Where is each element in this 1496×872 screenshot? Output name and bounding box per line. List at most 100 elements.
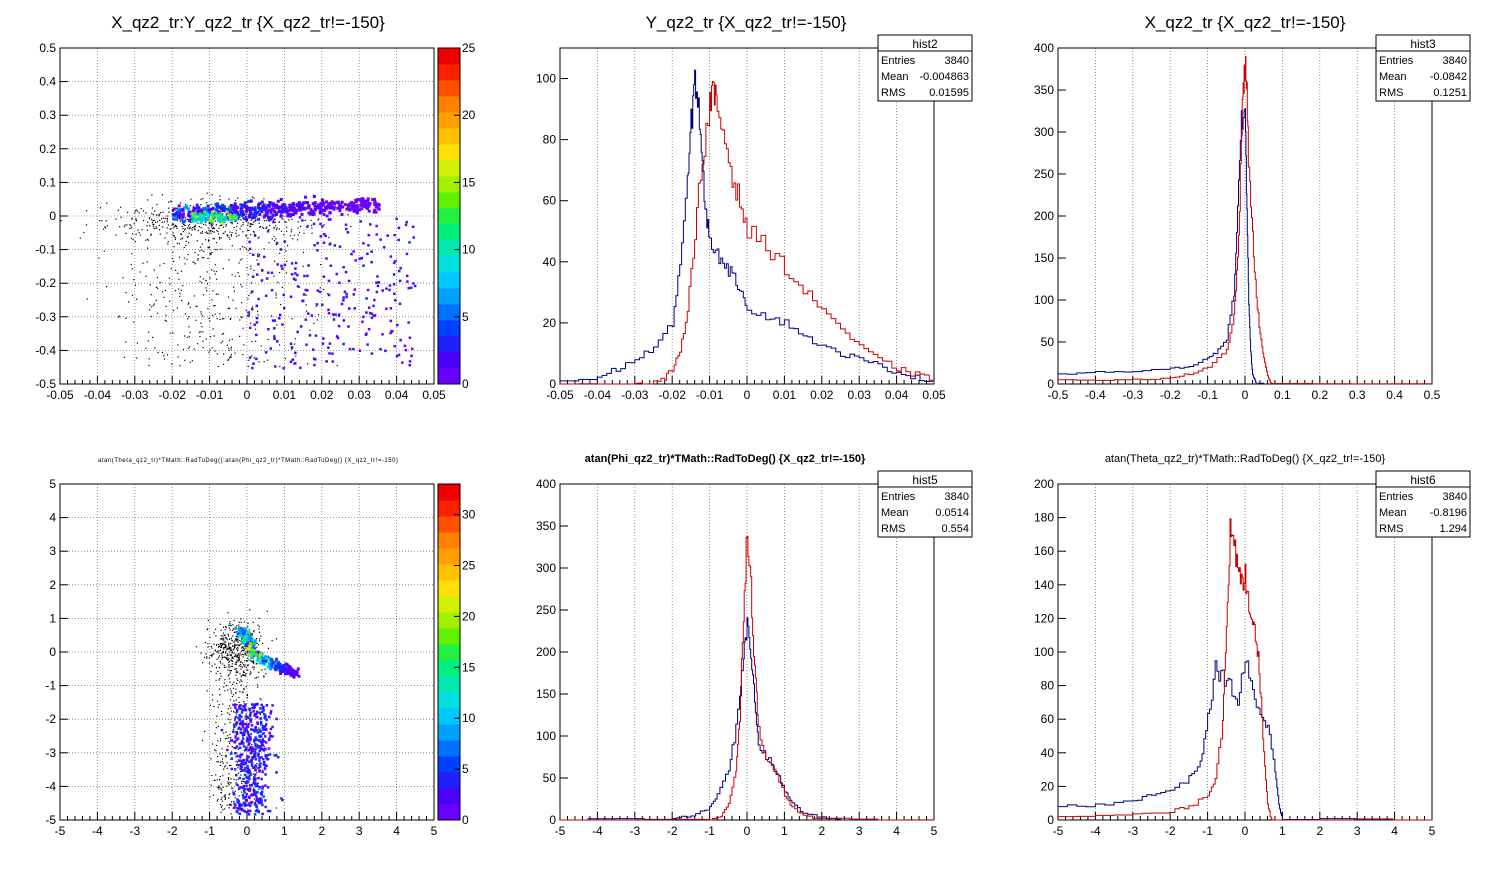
- heatmap-cell: [348, 208, 352, 212]
- heatmap-point: [242, 645, 244, 648]
- heatmap-point: [209, 336, 212, 338]
- heatmap-cell: [344, 270, 348, 274]
- heatmap-point: [235, 220, 237, 222]
- heatmap-cell: [264, 714, 267, 718]
- heatmap-point: [165, 305, 167, 308]
- heatmap-cell: [257, 752, 260, 755]
- heatmap-point: [193, 228, 196, 230]
- heatmap-cell: [327, 346, 330, 349]
- heatmap-point: [125, 341, 127, 343]
- heatmap-point: [239, 639, 241, 642]
- heatmap-point: [155, 286, 158, 288]
- heatmap-cell: [309, 208, 313, 212]
- heatmap-point: [260, 345, 262, 347]
- heatmap-cell: [328, 242, 332, 245]
- heatmap-cell: [283, 669, 287, 673]
- heatmap-cell: [261, 738, 265, 741]
- heatmap-point: [145, 347, 147, 349]
- x-tick-label: 1: [281, 824, 288, 838]
- heatmap-point: [189, 226, 191, 228]
- panel-2: Y_qz2_tr {X_qz2_tr!=-150}-0.05 -0.04 -0.03…: [536, 13, 973, 402]
- heatmap-point: [147, 340, 149, 342]
- heatmap-cell: [230, 757, 234, 760]
- heatmap-cell: [194, 219, 198, 223]
- heatmap-cell: [296, 273, 299, 277]
- palette-bin: [438, 128, 460, 145]
- heatmap-point: [248, 229, 250, 232]
- heatmap-cell: [279, 214, 283, 218]
- heatmap-point: [235, 229, 237, 232]
- heatmap-cell: [273, 327, 276, 330]
- heatmap-point: [178, 256, 181, 258]
- heatmap-point: [186, 218, 188, 220]
- heatmap-point: [152, 213, 154, 216]
- heatmap-cell: [253, 234, 257, 237]
- z-tick-label: 25: [462, 41, 476, 55]
- heatmap-point: [232, 299, 234, 301]
- heatmap-cell: [269, 347, 272, 350]
- heatmap-cell: [260, 747, 263, 751]
- heatmap-cell: [370, 312, 374, 315]
- heatmap-point: [188, 326, 190, 328]
- heatmap-point: [99, 219, 101, 222]
- x-tick-label: -0.02: [159, 388, 187, 402]
- heatmap-cell: [248, 634, 252, 638]
- heatmap-cell: [319, 222, 322, 226]
- heatmap-point: [159, 264, 161, 266]
- heatmap-point: [152, 336, 154, 339]
- heatmap-cell: [283, 667, 287, 671]
- heatmap-cell: [237, 628, 241, 632]
- heatmap-point: [307, 363, 309, 365]
- heatmap-cell: [254, 736, 257, 739]
- heatmap-cell: [358, 349, 362, 352]
- heatmap-point: [231, 657, 234, 659]
- heatmap-point: [223, 353, 225, 355]
- heatmap-cell: [261, 787, 264, 790]
- heatmap-point: [195, 646, 197, 648]
- heatmap-cell: [362, 315, 365, 319]
- heatmap-cell: [253, 714, 256, 717]
- heatmap-cell: [199, 221, 203, 225]
- heatmap-cell: [243, 634, 247, 638]
- heatmap-point: [222, 732, 225, 734]
- heatmap-point: [223, 317, 225, 320]
- heatmap-point: [207, 307, 209, 310]
- heatmap-point: [229, 624, 231, 626]
- heatmap-cell: [267, 657, 271, 661]
- heatmap-cell: [250, 645, 254, 649]
- heatmap-cell: [393, 292, 396, 295]
- heatmap-point: [161, 351, 164, 354]
- heatmap-point: [235, 640, 237, 642]
- heatmap-cell: [230, 767, 234, 771]
- heatmap-point: [317, 219, 319, 221]
- heatmap-cell: [350, 200, 354, 204]
- heatmap-cell: [237, 716, 240, 720]
- heatmap-point: [225, 731, 227, 733]
- heatmap-cell: [300, 205, 304, 209]
- heatmap-point: [276, 229, 278, 231]
- heatmap-point: [149, 224, 151, 227]
- z-tick-label: 25: [462, 558, 476, 572]
- heatmap-cell: [299, 325, 303, 328]
- heatmap-cell: [352, 209, 356, 213]
- heatmap-point: [170, 228, 172, 230]
- heatmap-point: [208, 317, 210, 319]
- heatmap-point: [202, 315, 204, 317]
- heatmap-cell: [243, 637, 247, 641]
- heatmap-cell: [336, 206, 340, 210]
- stats-value: 0.0514: [935, 507, 969, 519]
- heatmap-point: [237, 640, 239, 642]
- heatmap-cell: [261, 728, 265, 731]
- heatmap-cell: [248, 809, 252, 813]
- heatmap-point: [194, 251, 196, 254]
- heatmap-cell: [356, 206, 360, 210]
- heatmap-point: [242, 674, 244, 676]
- heatmap-cell: [291, 358, 295, 361]
- heatmap-point: [305, 310, 308, 312]
- heatmap-point: [166, 227, 168, 229]
- heatmap-point: [214, 248, 216, 251]
- heatmap-cell: [248, 804, 252, 808]
- heatmap-point: [232, 787, 234, 789]
- heatmap-cell: [238, 705, 241, 708]
- heatmap-point: [233, 778, 235, 781]
